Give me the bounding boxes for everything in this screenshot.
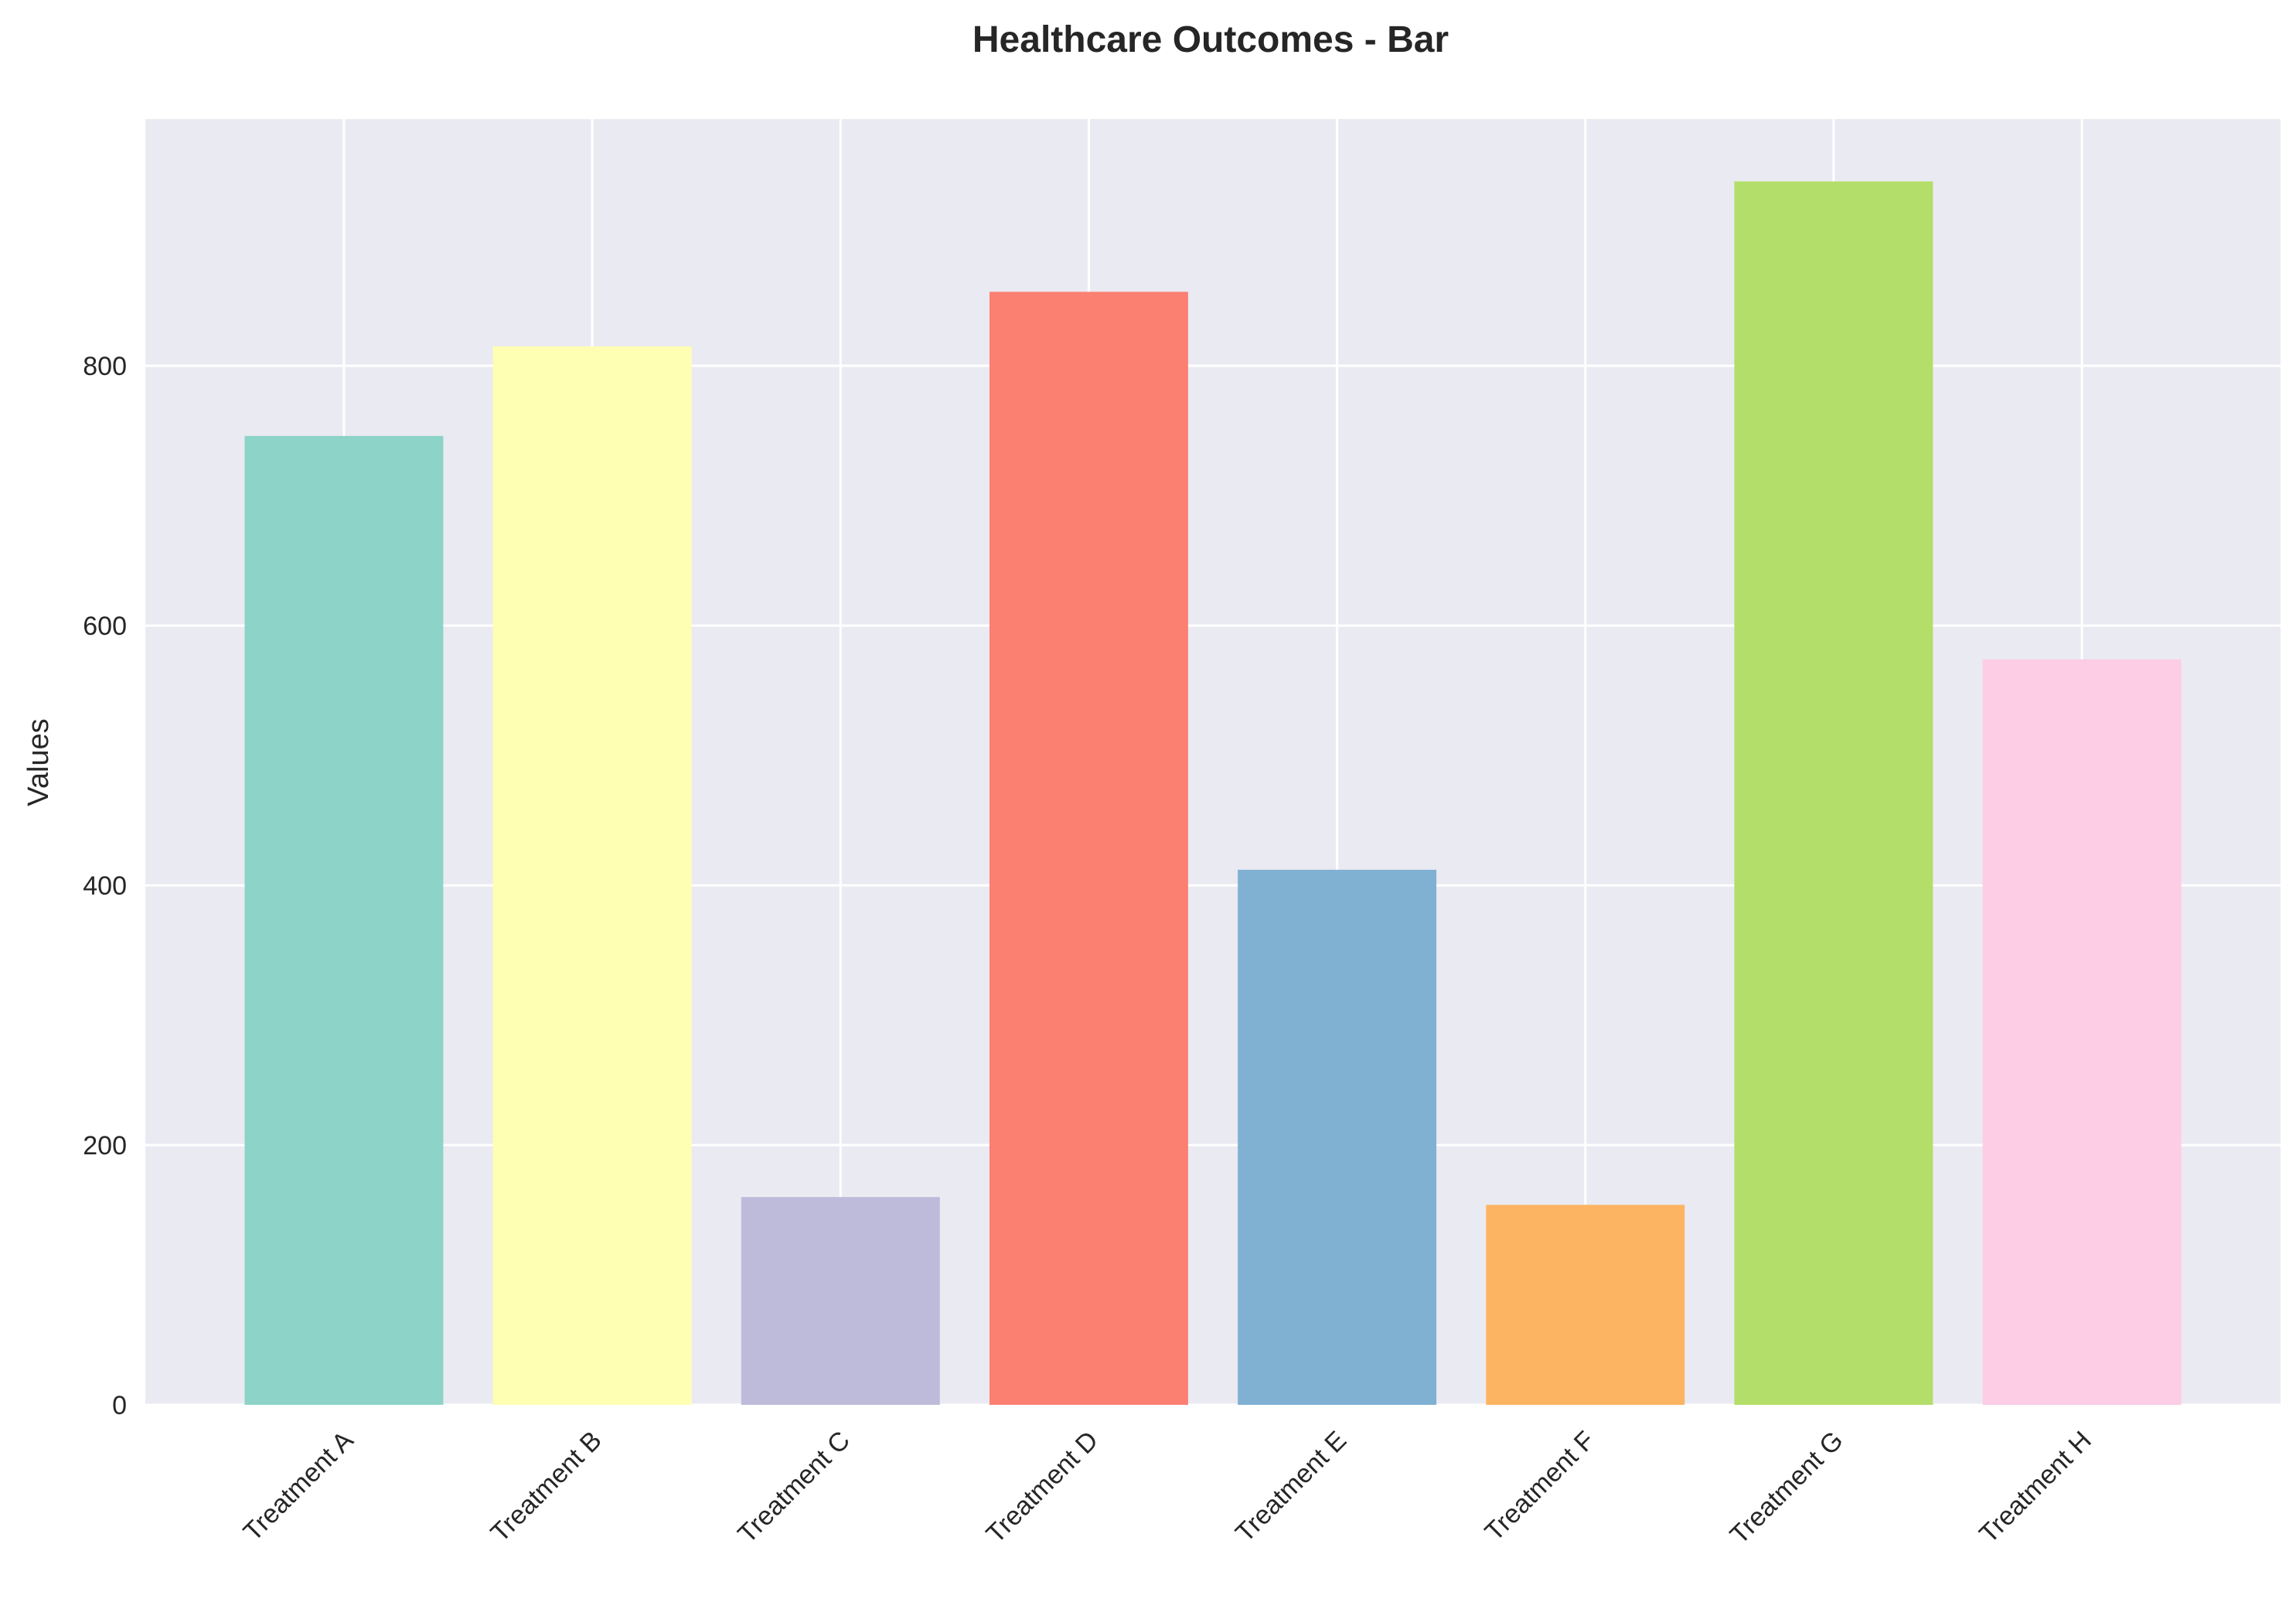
y-axis-ticks: 0 200 400 600 800 (83, 352, 127, 1420)
y-tick-label-3: 600 (83, 612, 127, 641)
x-axis-ticks: Treatment A Treatment B Treatment C Treatme… (238, 1426, 2097, 1550)
bar-treatment-a (244, 435, 444, 1405)
x-tick-label-1: Treatment B (485, 1426, 607, 1548)
bar-treatment-d (989, 291, 1188, 1406)
bar-treatment-b (492, 346, 692, 1406)
x-tick-label-5: Treatment F (1479, 1426, 1600, 1547)
x-tick-label-6: Treatment G (1725, 1426, 1849, 1550)
bar-treatment-h (1982, 659, 2182, 1405)
x-tick-label-2: Treatment C (732, 1426, 856, 1549)
chart-title: Healthcare Outcomes - Bar (973, 19, 1449, 60)
bar-treatment-c (741, 1197, 940, 1405)
bar-treatment-g (1734, 181, 1933, 1405)
y-tick-label-4: 800 (83, 352, 127, 381)
y-axis-label: Values (22, 718, 55, 806)
bars (244, 181, 2182, 1406)
y-tick-label-1: 200 (83, 1131, 127, 1161)
x-tick-label-0: Treatment A (238, 1426, 359, 1547)
y-tick-label-2: 400 (83, 871, 127, 901)
bar-treatment-e (1238, 869, 1437, 1405)
x-tick-label-7: Treatment H (1974, 1426, 2097, 1549)
bar-treatment-f (1486, 1205, 1685, 1405)
plot-area (145, 119, 2281, 1405)
x-tick-label-4: Treatment E (1230, 1426, 1352, 1548)
y-tick-label-0: 0 (112, 1391, 127, 1420)
x-tick-label-3: Treatment D (980, 1426, 1104, 1549)
